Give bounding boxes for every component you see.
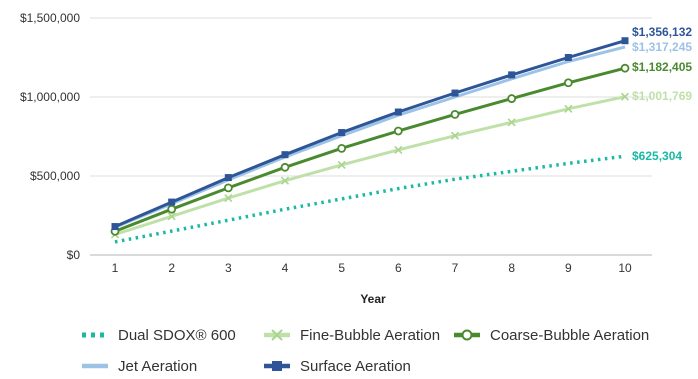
end-label-coarse-bubble-aeration: $1,182,405 (632, 60, 692, 74)
marker-stroke (224, 194, 233, 203)
marker-coarse-bubble-aeration (393, 126, 403, 136)
marker-stroke (167, 212, 176, 221)
marker-coarse-bubble-aeration (450, 109, 460, 119)
series-line-jet-aeration (114, 45, 626, 229)
marker-fine-bubble-aeration (167, 212, 176, 221)
marker-coarse-bubble-aeration (223, 183, 233, 193)
legend-item-surface-aeration: Surface Aeration (262, 353, 411, 379)
marker-stroke (337, 160, 346, 170)
legend-swatch-surface-aeration (264, 361, 290, 371)
legend-item-fine-bubble-aeration: Fine-Bubble Aeration (262, 322, 440, 348)
marker-fine-bubble-aeration (280, 176, 290, 185)
marker-coarse-bubble-aeration (563, 78, 573, 88)
legend-swatch-coarse-bubble-aeration (454, 329, 480, 341)
legend-item-jet-aeration: Jet Aeration (80, 353, 197, 379)
marker-stroke (564, 104, 573, 113)
chart-legend: Dual SDOX® 600 Fine-Bubble Aeration Coarse… (0, 324, 698, 379)
x-axis-title: Year (360, 292, 386, 306)
series-lines (114, 39, 626, 244)
y-tick-label: $500,000 (30, 169, 80, 183)
end-label-jet-aeration: $1,317,245 (632, 40, 692, 54)
marker-surface-aeration (338, 129, 346, 137)
marker-surface-aeration (168, 198, 176, 206)
series-line-fine-bubble-aeration (114, 95, 626, 236)
x-tick-label: 1 (112, 261, 119, 275)
marker-fine-bubble-aeration (224, 194, 233, 203)
marker-surface-aeration (111, 223, 119, 231)
marker-fine-bubble-aeration (394, 145, 403, 154)
legend-label-dual-sdox-600: Dual SDOX® 600 (118, 326, 236, 344)
marker-fine-bubble-aeration (450, 131, 460, 140)
marker-fine-bubble-aeration (620, 92, 630, 101)
end-label-surface-aeration: $1,356,132 (632, 25, 692, 39)
series-markers (110, 37, 630, 239)
marker-coarse-bubble-aeration (620, 63, 630, 73)
x-tick-label: 8 (508, 261, 515, 275)
legend-item-dual-sdox-600: Dual SDOX® 600 (80, 322, 236, 348)
marker-surface-aeration (281, 151, 289, 159)
marker-surface-aeration (621, 37, 629, 45)
marker-stroke (280, 176, 290, 185)
x-tick-label: 2 (168, 261, 175, 275)
marker-coarse-bubble-aeration (280, 162, 290, 172)
marker-fine-bubble-aeration (507, 118, 516, 127)
marker-stroke (450, 131, 460, 140)
marker-stroke (620, 92, 630, 101)
marker-surface-aeration (564, 54, 572, 61)
marker-surface-aeration (451, 89, 459, 97)
x-tick-label: 3 (225, 261, 232, 275)
y-axis-ticks: $0 $500,000 $1,000,000 $1,500,000 (20, 11, 80, 262)
series-line-dual-sdox-600 (114, 154, 626, 244)
x-tick-label: 4 (282, 261, 289, 275)
line-chart: $0 $500,000 $1,000,000 $1,500,000 1 2 3 4 5 6 7 8 9… (20, 11, 692, 306)
end-value-labels: $625,304 $1,001,769 $1,182,405 $1,317,245$1… (632, 25, 692, 163)
gridlines (90, 17, 652, 256)
x-axis-ticks: 1 2 3 4 5 6 7 8 9 10 (112, 261, 632, 275)
x-tick-label: 10 (618, 261, 632, 275)
legend-label-fine-bubble-aeration: Fine-Bubble Aeration (300, 326, 441, 344)
legend-label-jet-aeration: Jet Aeration (118, 357, 198, 375)
legend-label-coarse-bubble-aeration: Coarse-Bubble Aeration (490, 326, 650, 344)
legend-swatch-fine-bubble-aeration (264, 329, 290, 341)
end-label-fine-bubble-aeration: $1,001,769 (632, 89, 692, 103)
legend-label-surface-aeration: Surface Aeration (300, 357, 411, 375)
y-tick-label: $1,500,000 (20, 11, 80, 25)
marker-coarse-bubble-aeration (167, 204, 177, 214)
marker-coarse-bubble-aeration (507, 94, 517, 103)
marker-coarse-bubble-aeration (337, 143, 347, 153)
legend-swatch-jet-aeration (82, 363, 108, 369)
legend-swatch-dual-sdox-600 (82, 332, 108, 338)
end-label-dual-sdox-600: $625,304 (632, 149, 682, 163)
series-line-surface-aeration (114, 39, 626, 228)
marker-surface-aeration (224, 174, 232, 182)
marker-surface-aeration (394, 108, 402, 116)
marker-stroke (394, 145, 403, 154)
marker-surface-aeration (508, 71, 516, 79)
legend-item-coarse-bubble-aeration: Coarse-Bubble Aeration (452, 322, 649, 348)
x-tick-label: 5 (338, 261, 345, 275)
x-tick-label: 6 (395, 261, 402, 275)
marker-fine-bubble-aeration (564, 104, 573, 113)
marker-stroke (507, 118, 516, 127)
x-tick-label: 7 (452, 261, 459, 275)
y-tick-label: $1,000,000 (20, 90, 80, 104)
x-tick-label: 9 (565, 261, 572, 275)
marker-fine-bubble-aeration (337, 160, 346, 170)
series-line-coarse-bubble-aeration (114, 66, 626, 233)
y-tick-label: $0 (67, 248, 81, 262)
